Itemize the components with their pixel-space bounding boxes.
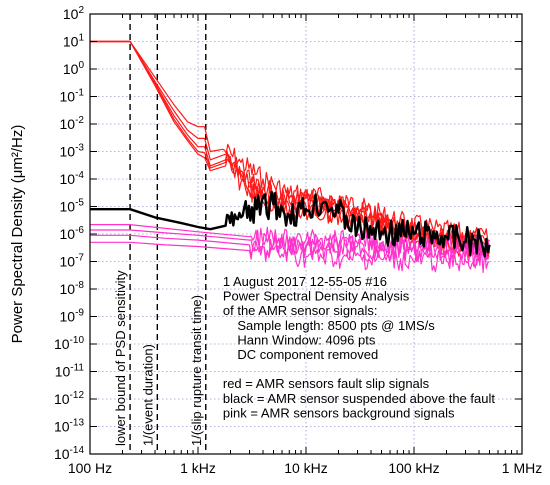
series-group — [90, 40, 491, 273]
y-tick-label: 10-8 — [60, 280, 85, 297]
y-tick-label: 10-3 — [60, 143, 85, 160]
x-tick-labels: 100 Hz 1 kHz 10 kHz 100 kHz 1 MHz — [68, 460, 542, 476]
x-tick-label: 1 MHz — [502, 460, 542, 476]
annotation-line: red = AMR sensors fault slip signals — [223, 376, 430, 391]
y-tick-label: 10-2 — [60, 115, 85, 132]
y-tick-label: 10-5 — [60, 198, 85, 215]
annotation-line: DC component removed — [223, 347, 378, 362]
y-tick-label: 10-4 — [60, 170, 85, 187]
annotation-line: Hann Window: 4096 pts — [223, 332, 376, 347]
annotation-line: Sample length: 8500 pts @ 1MS/s — [223, 318, 435, 333]
x-tick-label: 10 kHz — [284, 460, 328, 476]
x-tick-label: 100 kHz — [388, 460, 439, 476]
marker-line-label: 1/(slip rupture transit time) — [189, 295, 204, 446]
y-tick-label: 10-10 — [54, 335, 84, 352]
y-tick-label: 10-14 — [54, 445, 84, 462]
y-tick-labels: 102 101 100 10-1 10-2 10-3 10-4 10-5 10-6 10-7 10-… — [54, 5, 84, 462]
marker-line-label: lower bound of PSD sensitivity — [113, 270, 128, 446]
series-line-black — [90, 190, 491, 258]
y-tick-label: 10-6 — [60, 225, 85, 242]
y-tick-label: 101 — [63, 33, 85, 50]
y-tick-label: 10-7 — [60, 253, 85, 270]
y-axis-label: Power Spectral Density (μm²/Hz) — [9, 125, 26, 344]
series-line-pink — [90, 240, 490, 273]
x-tick-label: 1 kHz — [180, 460, 216, 476]
annotation-line: 1 August 2017 12-55-05 #16 — [223, 274, 387, 289]
y-tick-label: 10-11 — [55, 363, 85, 380]
grid-lines — [90, 14, 522, 454]
y-tick-label: 10-13 — [54, 418, 84, 435]
y-tick-label: 100 — [63, 60, 85, 77]
annotation-line: of the AMR sensor signals: — [223, 303, 378, 318]
y-tick-label: 10-12 — [54, 390, 84, 407]
y-tick-label: 10-9 — [60, 308, 85, 325]
annotation-line: black = AMR sensor suspended above the f… — [223, 391, 495, 406]
series-line-pink — [90, 234, 490, 267]
tick-marks — [89, 13, 523, 455]
annotation-line: Power Spectral Density Analysis — [223, 289, 410, 304]
marker-line-labels: lower bound of PSD sensitivity 1/(event d… — [113, 270, 204, 446]
x-tick-label: 100 Hz — [68, 460, 112, 476]
annotation-line: pink = AMR sensors background signals — [223, 405, 455, 420]
series-line-red — [90, 40, 491, 260]
marker-line-label: 1/(event duration) — [140, 344, 155, 446]
y-tick-label: 102 — [63, 5, 85, 22]
y-tick-label: 10-1 — [60, 88, 85, 105]
